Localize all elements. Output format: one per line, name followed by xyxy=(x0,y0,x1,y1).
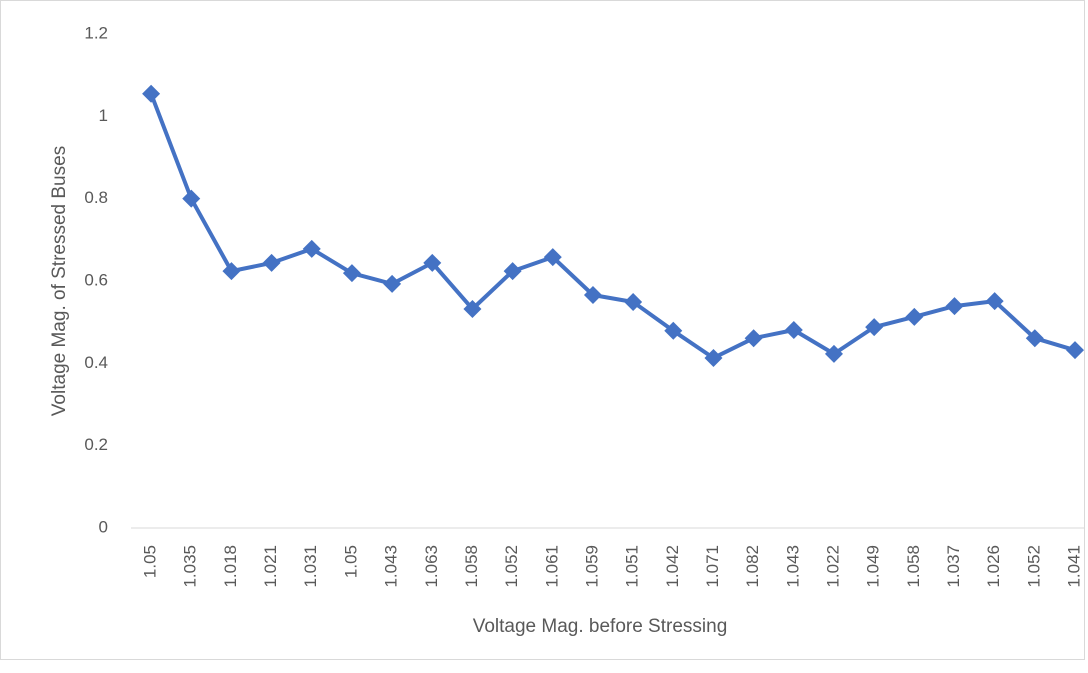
point-marker xyxy=(1065,341,1084,360)
x-tick-label: 1.042 xyxy=(663,545,682,588)
point-marker xyxy=(142,84,161,103)
point-marker xyxy=(262,253,281,272)
y-tick-label: 0.6 xyxy=(84,270,108,289)
y-tick-label: 0 xyxy=(99,517,108,536)
y-tick-label: 1.2 xyxy=(84,23,108,42)
point-marker xyxy=(1025,329,1044,348)
point-marker xyxy=(463,299,482,318)
x-tick-label: 1.059 xyxy=(582,545,601,588)
point-marker xyxy=(383,274,402,293)
point-marker xyxy=(624,292,643,311)
chart-border xyxy=(0,0,1085,660)
x-tick-label: 1.022 xyxy=(823,545,842,588)
y-tick-label: 0.4 xyxy=(84,353,108,372)
point-marker xyxy=(664,321,683,340)
x-tick-label: 1.041 xyxy=(1064,545,1083,588)
y-tick-label: 1 xyxy=(99,106,108,125)
point-marker xyxy=(222,262,241,281)
x-tick-label: 1.058 xyxy=(904,545,923,588)
x-tick-label: 1.058 xyxy=(462,545,481,588)
x-tick-label: 1.05 xyxy=(141,545,160,578)
x-tick-label: 1.018 xyxy=(221,545,240,588)
point-marker xyxy=(342,264,361,283)
x-tick-label: 1.021 xyxy=(261,545,280,588)
point-marker xyxy=(985,292,1004,311)
y-tick-label: 0.8 xyxy=(84,188,108,207)
point-marker xyxy=(583,285,602,304)
x-tick-label: 1.026 xyxy=(984,545,1003,588)
point-marker xyxy=(905,307,924,326)
x-tick-label: 1.052 xyxy=(1024,545,1043,588)
x-tick-label: 1.05 xyxy=(341,545,360,578)
x-tick-label: 1.061 xyxy=(542,545,561,588)
point-marker xyxy=(182,189,201,208)
point-marker xyxy=(503,262,522,281)
x-tick-label: 1.051 xyxy=(623,545,642,588)
x-axis-title: Voltage Mag. before Stressing xyxy=(473,616,728,637)
x-tick-label: 1.043 xyxy=(783,545,802,588)
point-marker xyxy=(423,253,442,272)
point-marker xyxy=(704,348,723,367)
y-tick-label: 0.2 xyxy=(84,435,108,454)
x-tick-label: 1.082 xyxy=(743,545,762,588)
x-tick-label: 1.052 xyxy=(502,545,521,588)
y-axis-title: Voltage Mag. of Stressed Buses xyxy=(49,146,70,416)
point-marker xyxy=(302,239,321,258)
x-tick-label: 1.035 xyxy=(181,545,200,588)
point-marker xyxy=(824,344,843,363)
point-marker xyxy=(945,297,964,316)
x-tick-label: 1.049 xyxy=(864,545,883,588)
x-tick-label: 1.043 xyxy=(382,545,401,588)
x-tick-label: 1.037 xyxy=(944,545,963,588)
point-marker xyxy=(865,318,884,337)
x-tick-label: 1.071 xyxy=(703,545,722,588)
x-tick-label: 1.031 xyxy=(301,545,320,588)
point-marker xyxy=(784,320,803,339)
point-marker xyxy=(543,248,562,267)
point-marker xyxy=(744,329,763,348)
x-tick-label: 1.063 xyxy=(422,545,441,588)
